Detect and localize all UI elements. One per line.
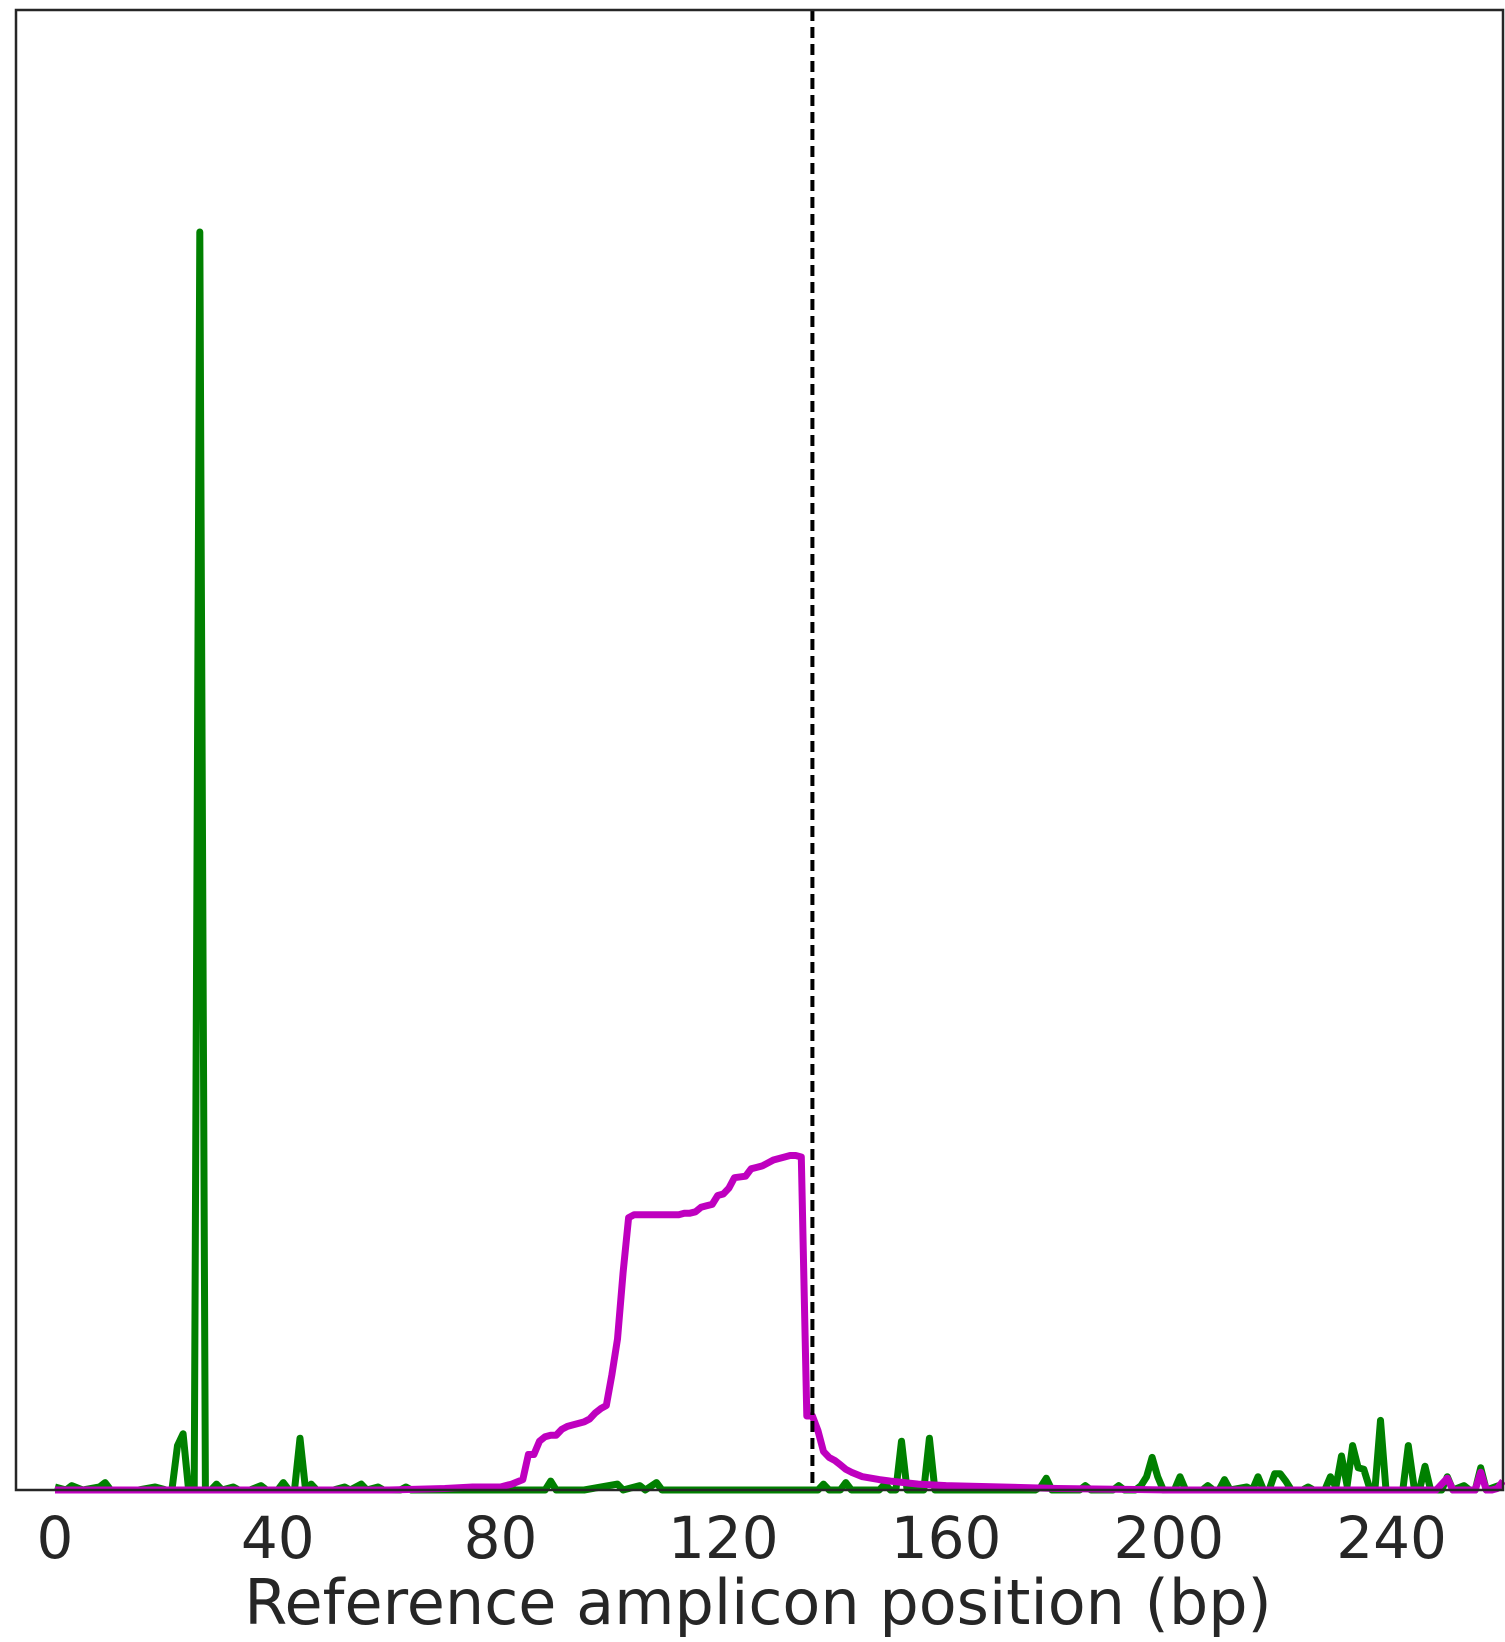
series-line-2	[55, 1152, 1505, 1494]
x-tick-label: 40	[241, 1504, 315, 1572]
x-axis-label: Reference amplicon position (bp)	[244, 1566, 1272, 1637]
plot-frame	[14, 8, 1505, 1492]
x-tick-label: 120	[668, 1504, 779, 1572]
x-tick-label: 160	[891, 1504, 1002, 1572]
x-tick-label: 80	[464, 1504, 538, 1572]
x-tick-layer: 0 40 80 120 160 200 240	[37, 1504, 1447, 1572]
x-tick-label: 240	[1336, 1504, 1447, 1572]
plot-background	[16, 10, 1503, 1490]
x-tick-label: 200	[1113, 1504, 1224, 1572]
x-tick-label: 0	[37, 1504, 74, 1572]
